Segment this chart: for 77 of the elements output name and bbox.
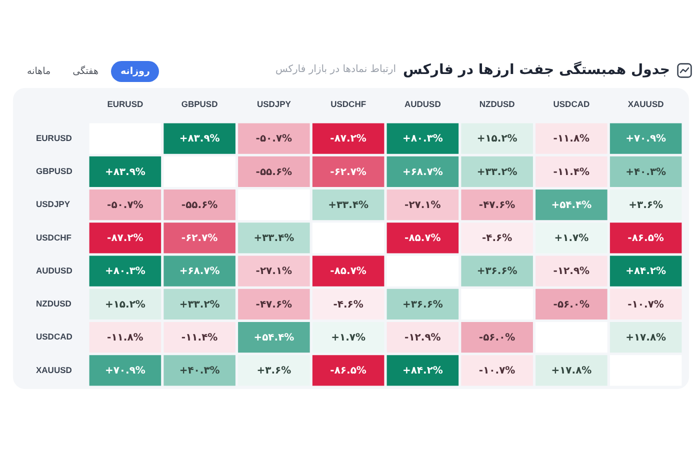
y-tick-label: EURUSD — [36, 132, 72, 143]
x-tick-label: EURUSD — [107, 99, 144, 110]
data-label: -۸۶.۵% — [628, 233, 664, 244]
data-label: +۱۷.۸% — [626, 332, 666, 344]
tab[interactable]: ماهانه — [18, 61, 60, 82]
data-label: +۸۰.۳% — [402, 134, 443, 145]
data-label: -۵۶.۰% — [478, 332, 516, 344]
data-label: +۳۳.۴% — [254, 233, 294, 244]
x-tick-label: GBPUSD — [181, 99, 218, 110]
tab[interactable]: هفتگی — [64, 61, 108, 82]
data-label: -۸۷.۲% — [330, 134, 366, 145]
data-label: -۴.۶% — [482, 233, 512, 244]
data-label: -۱۱.۸% — [553, 134, 590, 145]
data-label: +۳.۶% — [256, 366, 292, 377]
y-tick-label: AUDUSD — [36, 265, 72, 276]
data-label: +۸۴.۲% — [626, 266, 666, 278]
data-label: -۸۵.۷% — [404, 233, 441, 244]
data-label: -۱۱.۴% — [181, 332, 218, 344]
chart-subtitle: ارتباط نمادها در بازار فارکس — [275, 63, 396, 77]
data-label: -۲۷.۱% — [404, 200, 441, 211]
data-label: +۷۰.۹% — [626, 134, 666, 145]
data-label: +۸۳.۹% — [104, 166, 146, 178]
data-label: +۳.۶% — [628, 200, 664, 211]
data-label: +۸۰.۳% — [104, 266, 146, 278]
data-label: +۵۴.۴% — [551, 200, 592, 211]
data-label: -۱۰.۷% — [628, 299, 664, 310]
data-label: +۶۸.۷% — [402, 166, 443, 178]
x-tick-label: USDCHF — [330, 99, 366, 110]
data-label: -۱۱.۸% — [107, 332, 144, 344]
data-label: +۱.۷% — [331, 332, 366, 344]
data-label: +۱۵.۲% — [476, 134, 518, 145]
data-label: +۶۸.۷% — [179, 266, 220, 278]
data-label: -۱۲.۹% — [404, 332, 441, 344]
data-label: +۵۴.۴% — [254, 332, 294, 344]
chart-title: جدول همبستگی جفت ارزها در فارکس — [403, 60, 670, 80]
data-label: -۱۰.۷% — [478, 366, 516, 377]
data-label: -۱۲.۹% — [553, 266, 590, 278]
y-tick-label: NZDUSD — [36, 298, 72, 309]
data-label: +۳۳.۴% — [328, 200, 369, 211]
data-label: +۳۳.۲% — [179, 299, 220, 310]
data-label: +۳۶.۶% — [402, 299, 443, 310]
data-label: -۸۶.۵% — [330, 366, 366, 377]
data-label: -۸۵.۷% — [330, 266, 366, 278]
y-tick-label: USDJPY — [36, 199, 70, 210]
x-tick-label: NZDUSD — [479, 99, 515, 110]
data-label: +۳۶.۶% — [476, 266, 518, 278]
data-label: -۴.۶% — [333, 299, 364, 310]
y-tick-label: XAUUSD — [36, 364, 72, 375]
data-label: -۴۷.۶% — [256, 299, 292, 310]
y-tick-label: GBPUSD — [36, 166, 72, 176]
data-label: +۴۰.۳% — [179, 366, 220, 377]
data-label: -۵۰.۷% — [107, 200, 144, 211]
data-label: -۵۵.۶% — [181, 200, 218, 211]
data-label: +۱۷.۸% — [551, 366, 592, 377]
selected-tab[interactable]: روزانه — [111, 61, 159, 82]
y-tick-label: USDCHF — [36, 232, 72, 242]
data-label: +۱.۷% — [554, 233, 589, 244]
data-label: -۸۷.۲% — [107, 233, 144, 244]
x-tick-label: AUDUSD — [404, 99, 441, 110]
data-label: -۵۵.۶% — [256, 166, 292, 178]
data-label: -۵۰.۷% — [256, 134, 292, 145]
data-label: -۱۱.۴% — [553, 166, 590, 178]
data-label: +۱۵.۲% — [104, 299, 146, 310]
data-label: -۶۲.۷% — [330, 166, 366, 178]
data-label: +۸۴.۲% — [402, 366, 443, 377]
data-label: -۲۷.۱% — [256, 266, 292, 278]
data-label: -۵۶.۰% — [553, 299, 590, 310]
y-tick-label: USDCAD — [36, 332, 72, 342]
data-label: -۶۲.۷% — [181, 233, 218, 244]
data-label: +۳۳.۲% — [476, 166, 518, 178]
x-tick-label: USDCAD — [553, 99, 590, 110]
x-tick-label: USDJPY — [256, 99, 292, 110]
data-label: +۷۰.۹% — [104, 366, 146, 377]
x-tick-label: XAUUSD — [628, 99, 664, 110]
data-label: +۴۰.۳% — [626, 166, 666, 178]
data-label: +۸۳.۹% — [179, 134, 220, 145]
data-label: -۴۷.۶% — [478, 200, 516, 211]
